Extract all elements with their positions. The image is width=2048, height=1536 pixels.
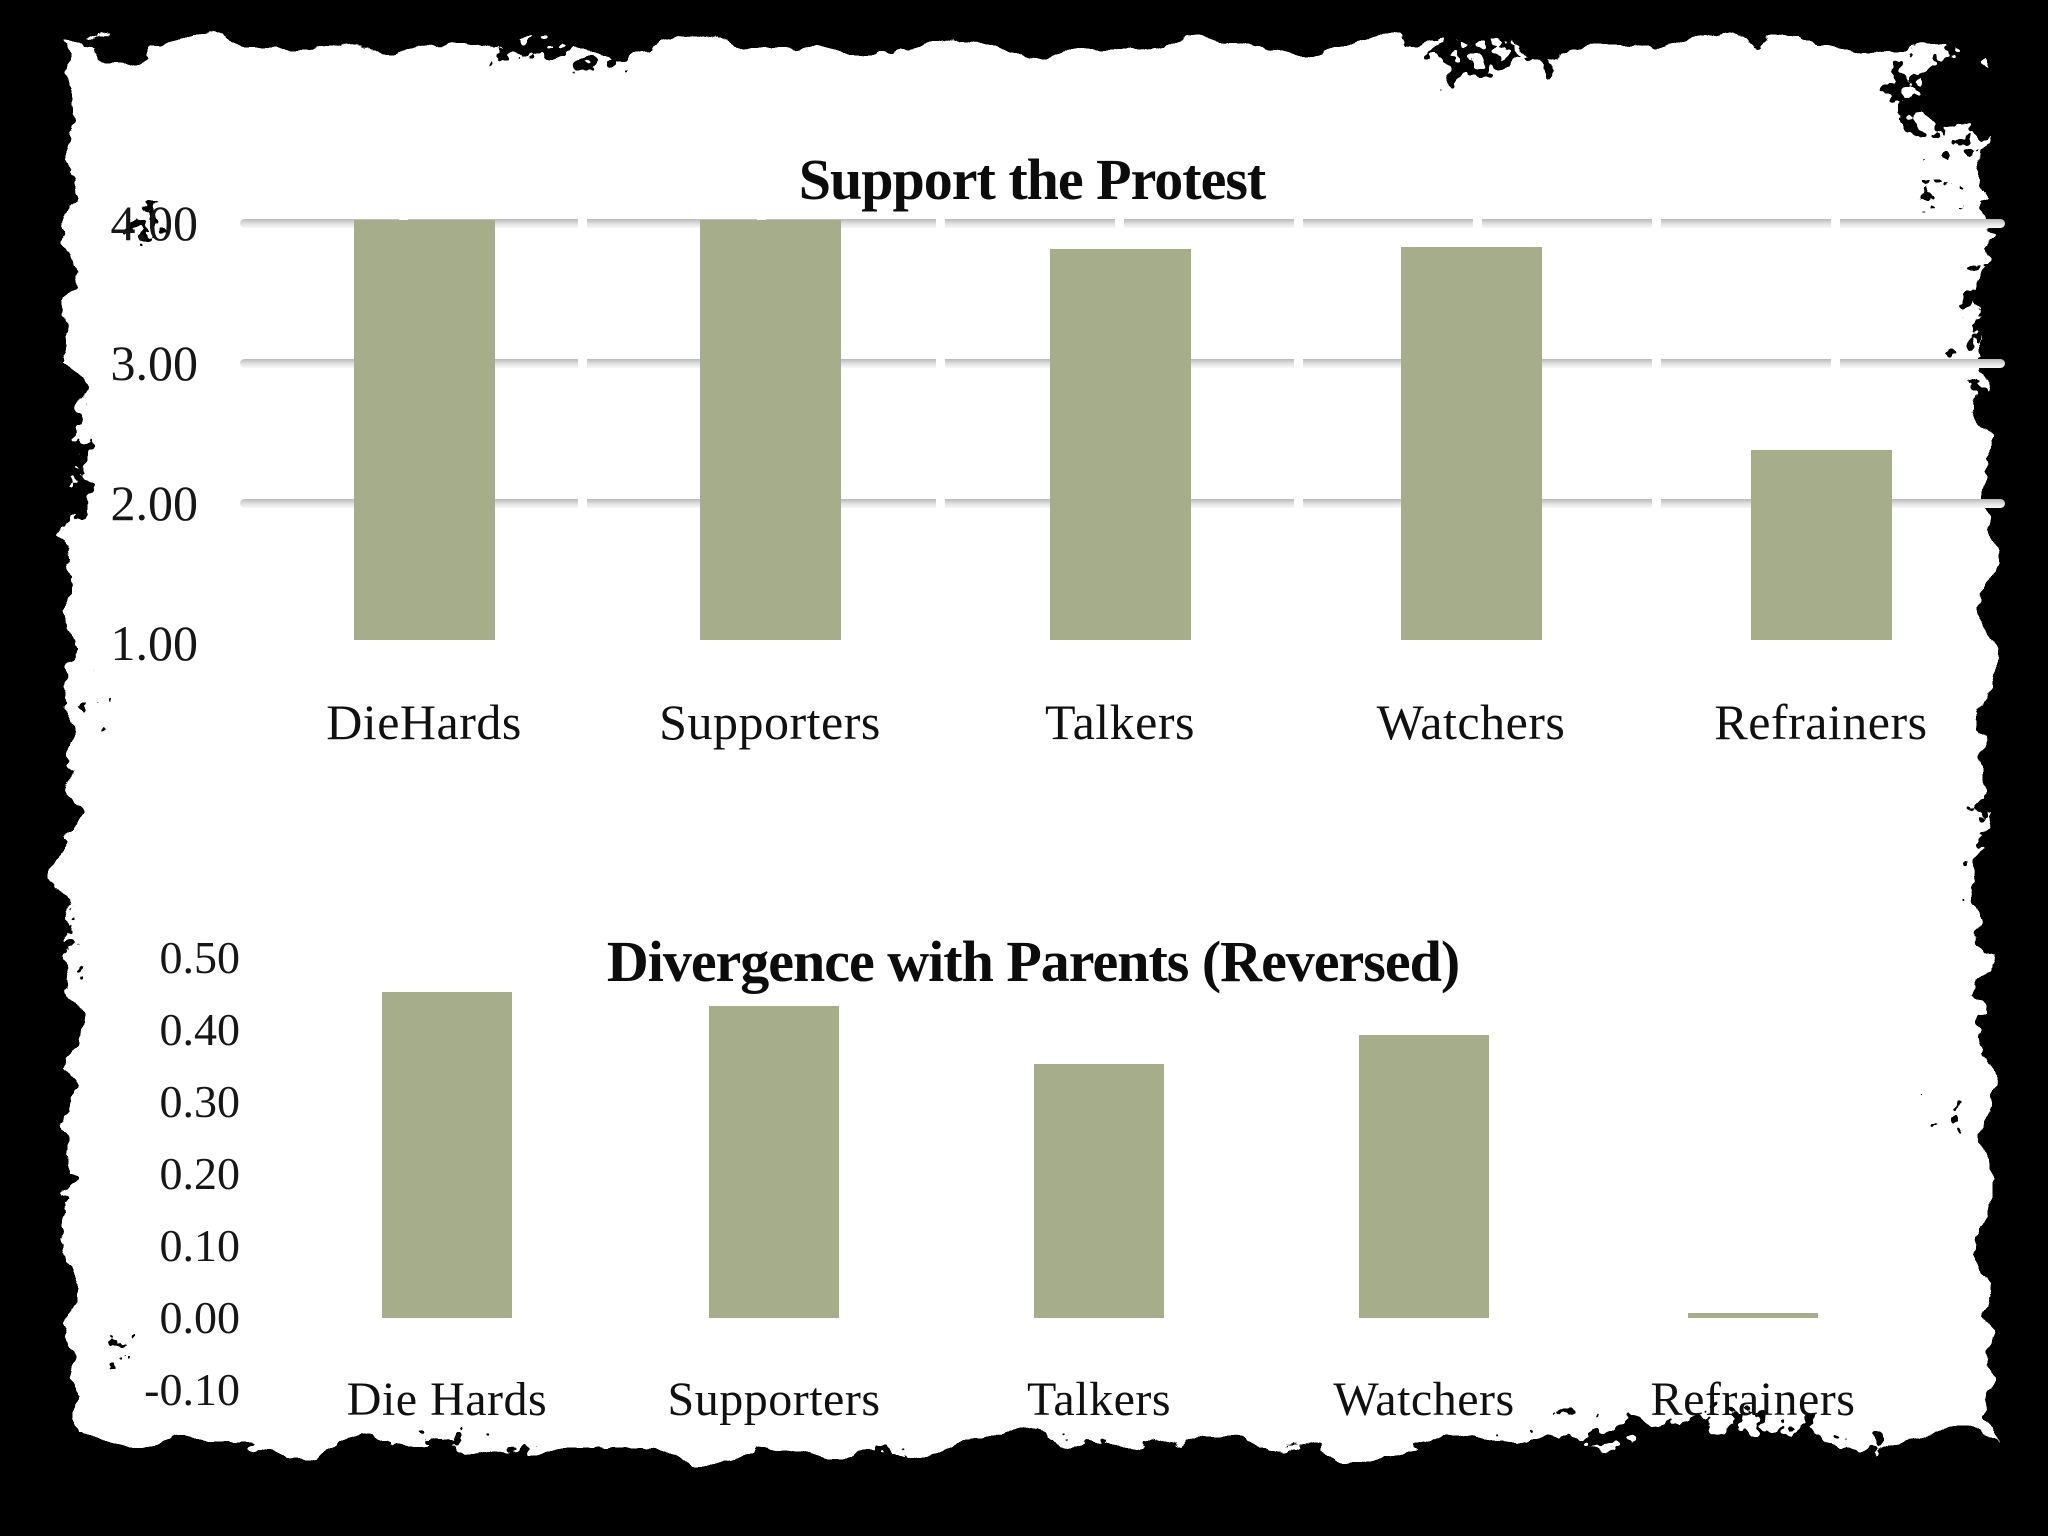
category-label-refrainers: Refrainers xyxy=(1714,694,1928,750)
y-tick-label-4.00: 4.00 xyxy=(110,195,199,251)
gridline-4.00 xyxy=(240,219,2005,228)
bar-supporters xyxy=(709,1006,839,1318)
y-tick-label-3.00: 3.00 xyxy=(110,335,199,391)
category-label-supporters: Supporters xyxy=(659,694,881,750)
category-label-watchers: Watchers xyxy=(1376,694,1566,750)
bar-die-hards xyxy=(382,991,512,1318)
y-tick-label-1.00: 1.00 xyxy=(110,615,199,671)
chart-title-divergence: Divergence with Parents (Reversed) xyxy=(606,929,1460,994)
bar-talkers xyxy=(1049,249,1191,640)
y-tick-label-0.40: 0.40 xyxy=(159,1004,241,1055)
ink-splatters xyxy=(22,24,2048,1533)
category-label-talkers: Talkers xyxy=(1026,1373,1172,1426)
y-tick-label-2.00: 2.00 xyxy=(110,475,199,531)
y-tick-label-0.20: 0.20 xyxy=(159,1148,241,1199)
bar-supporters xyxy=(699,220,841,640)
bar-talkers xyxy=(1034,1064,1164,1318)
bar-refrainers xyxy=(1750,449,1892,640)
chart-title-support: Support the Protest xyxy=(798,147,1266,212)
bar-watchers xyxy=(1400,246,1542,640)
category-label-talkers: Talkers xyxy=(1045,694,1195,750)
category-label-refrainers: Refrainers xyxy=(1650,1373,1856,1426)
category-label-die-hards: Die Hards xyxy=(346,1373,548,1426)
category-label-diehards: DieHards xyxy=(326,694,522,750)
bar-watchers xyxy=(1359,1035,1489,1318)
category-label-watchers: Watchers xyxy=(1333,1373,1515,1426)
y-tick-label-0.10: 0.10 xyxy=(159,1220,241,1271)
bar-diehards xyxy=(353,220,495,640)
category-label-supporters: Supporters xyxy=(667,1373,881,1426)
y-tick-label-0.30: 0.30 xyxy=(159,1076,241,1127)
y-tick-label-0.00: 0.00 xyxy=(159,1292,241,1343)
bar-refrainers xyxy=(1688,1313,1818,1318)
y-tick-label-0.50: 0.50 xyxy=(159,932,241,983)
y-tick-label--0.10: -0.10 xyxy=(144,1364,240,1415)
